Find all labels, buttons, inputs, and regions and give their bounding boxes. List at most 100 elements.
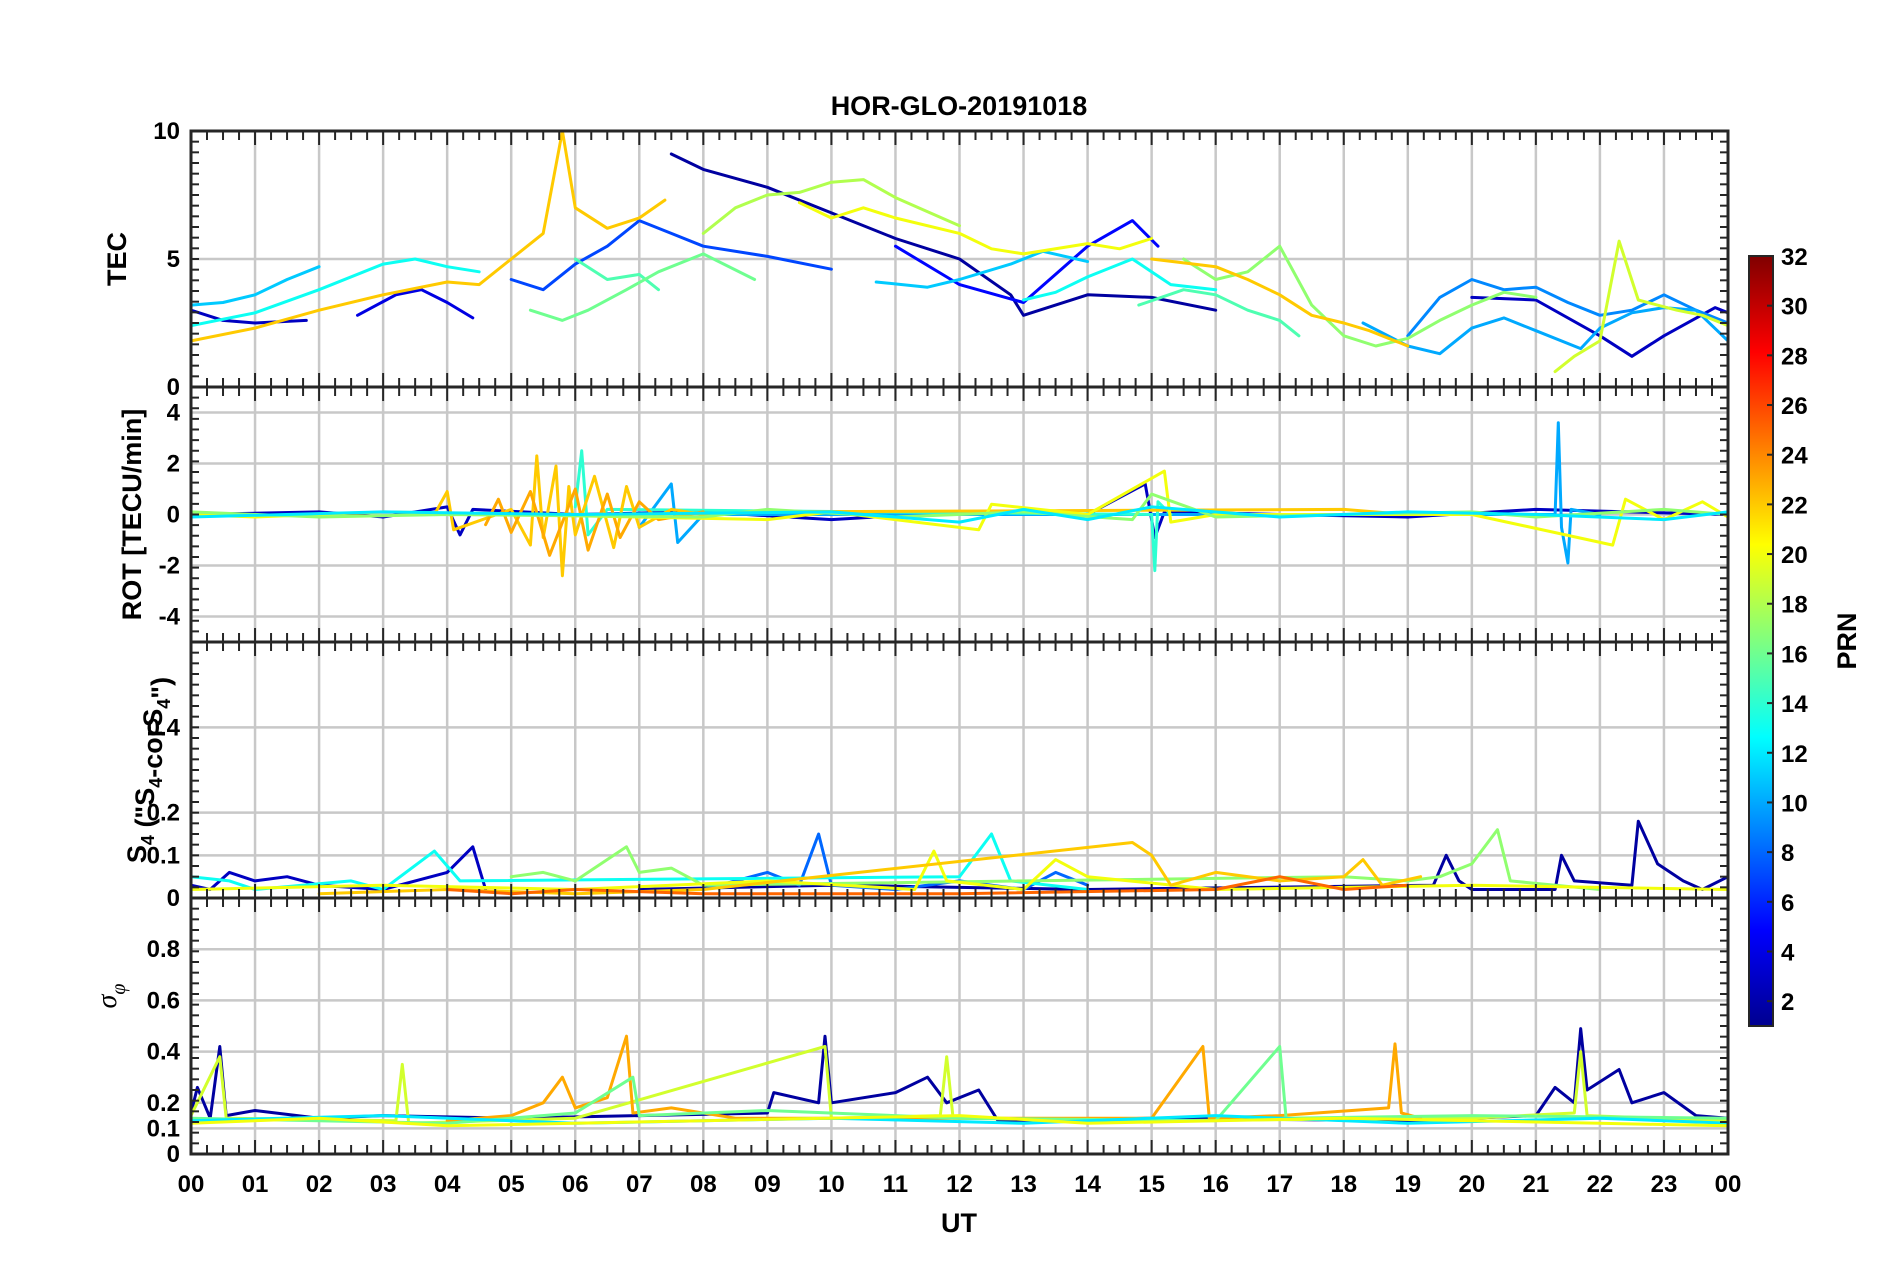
y-tick-label: 0.8 — [147, 936, 180, 963]
x-tick-label: 18 — [1330, 1171, 1357, 1198]
x-tick-labels: 00 01 02 03 04 05 06 07 08 09 10 11 12 13 14 15 16 17 18 19… — [178, 1171, 1742, 1198]
colorbar-gradient — [1748, 255, 1774, 1027]
y-tick-label: 0 — [167, 1141, 180, 1168]
panel-tec: 0 5 10 TEC — [102, 118, 1730, 401]
series-line-prn-16 — [528, 252, 757, 322]
x-tick-label: 13 — [1010, 1171, 1037, 1198]
series-line-prn-9 — [1406, 278, 1728, 338]
series-line-prn-20 — [191, 1114, 1728, 1128]
series-line-prn-13 — [1022, 257, 1218, 302]
series-line-prn-2 — [669, 152, 1218, 317]
x-tick-label: 14 — [1074, 1171, 1101, 1198]
series-group — [191, 421, 1728, 578]
colorbar-tick-label: 10 — [1781, 790, 1808, 817]
x-tick-label: 00 — [1715, 1171, 1742, 1198]
x-tick-label: 03 — [370, 1171, 397, 1198]
y-tick-label: -4 — [159, 604, 181, 631]
colorbar-tick-label: 24 — [1781, 443, 1808, 470]
y-tick-label: 0.4 — [147, 714, 181, 741]
colorbar-tick-label: 6 — [1781, 890, 1794, 917]
series-line-prn-23 — [484, 487, 705, 557]
series-line-prn-13 — [191, 257, 481, 328]
x-axis-label: UT — [941, 1208, 977, 1238]
series-line-prn-19 — [1553, 239, 1728, 374]
colorbar-tick-label: 8 — [1781, 840, 1794, 867]
y-tick-label: 10 — [153, 118, 180, 145]
series-line-prn-22 — [191, 131, 667, 343]
x-tick-label: 20 — [1458, 1171, 1485, 1198]
y-tick-label: 0.1 — [147, 842, 180, 869]
x-tick-label: 00 — [178, 1171, 205, 1198]
series-line-prn-3 — [1470, 295, 1728, 358]
colorbar-tick-label: 4 — [1781, 939, 1795, 966]
colorbar-tick-label: 32 — [1781, 244, 1808, 271]
y-tick-label: -2 — [159, 553, 180, 580]
colorbar-tick-label: 16 — [1781, 641, 1808, 668]
colorbar-tick-label: 20 — [1781, 542, 1808, 569]
series-group — [191, 131, 1728, 374]
series-line-prn-4 — [356, 288, 475, 320]
chart-title: HOR-GLO-20191018 — [831, 91, 1088, 121]
colorbar-tick-label: 2 — [1781, 989, 1794, 1016]
x-tick-label: 15 — [1138, 1171, 1165, 1198]
series-line-prn-5 — [894, 219, 1160, 304]
series-line-prn-11 — [874, 249, 1090, 289]
series-line-prn-17 — [509, 828, 1602, 891]
x-tick-label: 05 — [498, 1171, 525, 1198]
colorbar-tick-label: 22 — [1781, 492, 1808, 519]
x-tick-label: 21 — [1523, 1171, 1550, 1198]
colorbar-tick-label: 30 — [1781, 294, 1808, 321]
x-tick-label: 19 — [1394, 1171, 1421, 1198]
x-tick-label: 08 — [690, 1171, 717, 1198]
series-line-prn-12 — [191, 1114, 1728, 1125]
colorbar-tick-label: 14 — [1781, 691, 1808, 718]
y-tick-label: 0 — [167, 885, 180, 912]
x-tick-label: 17 — [1266, 1171, 1293, 1198]
y-axis-label: S4 ("S4-corS4") — [122, 677, 176, 863]
colorbar-tick-label: 28 — [1781, 343, 1808, 370]
series-line-prn-15 — [1137, 288, 1301, 338]
y-tick-label: 0.2 — [147, 1090, 180, 1117]
y-tick-label: 5 — [167, 246, 180, 273]
y-tick-label: 0.2 — [147, 800, 180, 827]
y-tick-label: 2 — [167, 451, 180, 478]
series-line-prn-17 — [1182, 244, 1538, 348]
colorbar — [1748, 255, 1774, 1027]
x-tick-label: 10 — [818, 1171, 845, 1198]
x-tick-label: 16 — [1202, 1171, 1229, 1198]
panel-s4: 0 0.1 0.2 0.4S4 ("S4-corS4") — [122, 640, 1730, 912]
y-tick-label: 0.6 — [147, 987, 180, 1014]
y-tick-label: 0.1 — [147, 1115, 180, 1142]
x-tick-label: 04 — [434, 1171, 461, 1198]
y-tick-label: 0 — [167, 502, 180, 529]
series-line-prn-2 — [191, 1027, 1728, 1123]
series-line-prn-13 — [191, 832, 1090, 891]
series-line-prn-7 — [509, 219, 833, 292]
x-tick-label: 01 — [242, 1171, 269, 1198]
x-tick-label: 22 — [1587, 1171, 1614, 1198]
series-line-prn-20 — [797, 201, 1154, 256]
x-tick-label: 23 — [1651, 1171, 1678, 1198]
x-tick-label: 02 — [306, 1171, 333, 1198]
y-axis-label: σφ — [92, 984, 130, 1009]
colorbar-tick-label: 12 — [1781, 741, 1808, 768]
x-tick-label: 06 — [562, 1171, 589, 1198]
y-tick-label: 4 — [167, 400, 181, 427]
series-line-prn-18 — [701, 178, 961, 235]
series-line-prn-22 — [1150, 257, 1410, 348]
x-tick-label: 11 — [883, 1171, 908, 1198]
colorbar-tick-label: 26 — [1781, 393, 1808, 420]
y-axis-label: TEC — [102, 232, 132, 286]
x-tick-label: 07 — [626, 1171, 653, 1198]
series-line-prn-11 — [191, 265, 321, 307]
colorbar-label: PRN — [1832, 612, 1862, 669]
series-group — [191, 1027, 1728, 1128]
y-tick-label: 0 — [167, 374, 180, 401]
y-tick-label: 0.4 — [147, 1039, 181, 1066]
colorbar-tick-label: 18 — [1781, 592, 1808, 619]
y-axis-label: ROT [TECU/min] — [117, 409, 147, 620]
x-tick-label: 09 — [754, 1171, 781, 1198]
